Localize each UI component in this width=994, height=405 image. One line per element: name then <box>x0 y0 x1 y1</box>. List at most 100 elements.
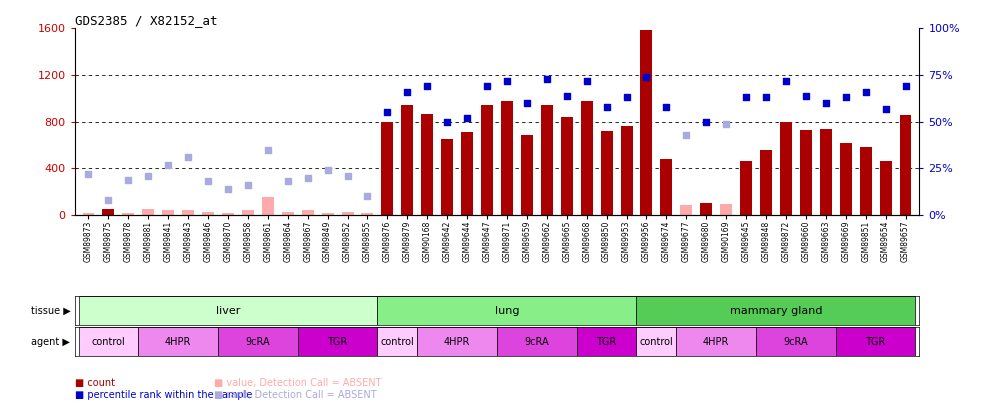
Point <box>658 104 674 110</box>
Bar <box>298 327 378 356</box>
Text: 4HPR: 4HPR <box>703 337 730 347</box>
Point <box>160 162 176 168</box>
Bar <box>800 130 812 215</box>
Bar <box>242 210 253 215</box>
Point <box>598 104 614 110</box>
Text: lung: lung <box>495 306 519 315</box>
Point <box>459 115 475 121</box>
Point <box>739 94 754 101</box>
Text: 9cRA: 9cRA <box>783 337 808 347</box>
Point <box>878 105 894 112</box>
Point <box>220 185 236 192</box>
Bar <box>182 210 194 215</box>
Bar <box>79 296 378 325</box>
Point <box>81 171 96 177</box>
Bar <box>362 213 374 215</box>
Point <box>579 77 594 84</box>
Point <box>439 118 455 125</box>
Point <box>638 74 654 80</box>
Point <box>360 193 376 200</box>
Text: TGR: TGR <box>866 337 886 347</box>
Point <box>140 173 156 179</box>
Point <box>100 197 116 203</box>
Text: ■ value, Detection Call = ABSENT: ■ value, Detection Call = ABSENT <box>214 378 382 388</box>
Text: TGR: TGR <box>596 337 616 347</box>
Point <box>719 120 735 127</box>
Bar <box>561 117 573 215</box>
Bar <box>461 132 473 215</box>
Bar <box>756 327 836 356</box>
Bar <box>342 212 354 215</box>
Bar <box>83 213 94 215</box>
Point <box>340 173 356 179</box>
Bar <box>860 147 872 215</box>
Bar <box>680 205 692 215</box>
Point <box>758 94 774 101</box>
Text: 9cRA: 9cRA <box>525 337 549 347</box>
Text: control: control <box>381 337 414 347</box>
Point <box>898 83 913 90</box>
Bar <box>441 139 453 215</box>
Point <box>838 94 854 101</box>
Bar <box>880 161 892 215</box>
Text: tissue ▶: tissue ▶ <box>31 306 71 315</box>
Point <box>798 92 814 99</box>
Bar <box>620 126 632 215</box>
Bar <box>820 129 832 215</box>
Bar <box>162 210 174 215</box>
Text: 4HPR: 4HPR <box>444 337 470 347</box>
Text: 9cRA: 9cRA <box>246 337 270 347</box>
Bar <box>900 115 911 215</box>
Bar <box>577 327 636 356</box>
Point <box>180 154 196 160</box>
Bar <box>840 143 852 215</box>
Bar <box>382 122 394 215</box>
Bar <box>402 105 414 215</box>
Text: agent ▶: agent ▶ <box>32 337 71 347</box>
Bar <box>760 150 772 215</box>
Bar <box>142 209 154 215</box>
Point <box>698 118 714 125</box>
Bar <box>660 159 672 215</box>
Text: control: control <box>91 337 125 347</box>
Point <box>818 100 834 106</box>
Bar <box>836 327 915 356</box>
Bar <box>202 212 214 215</box>
Bar <box>640 30 652 215</box>
Bar <box>636 327 676 356</box>
Point <box>320 167 336 173</box>
Point <box>559 92 575 99</box>
Bar <box>501 101 513 215</box>
Text: control: control <box>639 337 673 347</box>
Bar <box>378 327 417 356</box>
Point <box>280 178 296 185</box>
Text: ■ count: ■ count <box>75 378 114 388</box>
Point <box>479 83 495 90</box>
Bar <box>122 213 134 215</box>
Point <box>419 83 435 90</box>
Bar <box>417 327 497 356</box>
Bar <box>222 213 234 215</box>
Point <box>499 77 515 84</box>
Bar <box>378 296 636 325</box>
Text: liver: liver <box>216 306 241 315</box>
Point <box>858 89 874 95</box>
Bar <box>600 131 612 215</box>
Point <box>380 109 396 115</box>
Point <box>300 175 316 181</box>
Point <box>200 178 216 185</box>
Bar <box>261 197 273 215</box>
Bar <box>676 327 756 356</box>
Bar <box>497 327 577 356</box>
Bar <box>780 122 792 215</box>
Point <box>519 100 535 106</box>
Bar <box>481 105 493 215</box>
Bar <box>79 327 138 356</box>
Text: TGR: TGR <box>327 337 348 347</box>
Point <box>618 94 634 101</box>
Bar <box>721 204 733 215</box>
Bar <box>138 327 218 356</box>
Bar <box>741 161 752 215</box>
Text: 4HPR: 4HPR <box>165 337 192 347</box>
Point <box>240 182 255 188</box>
